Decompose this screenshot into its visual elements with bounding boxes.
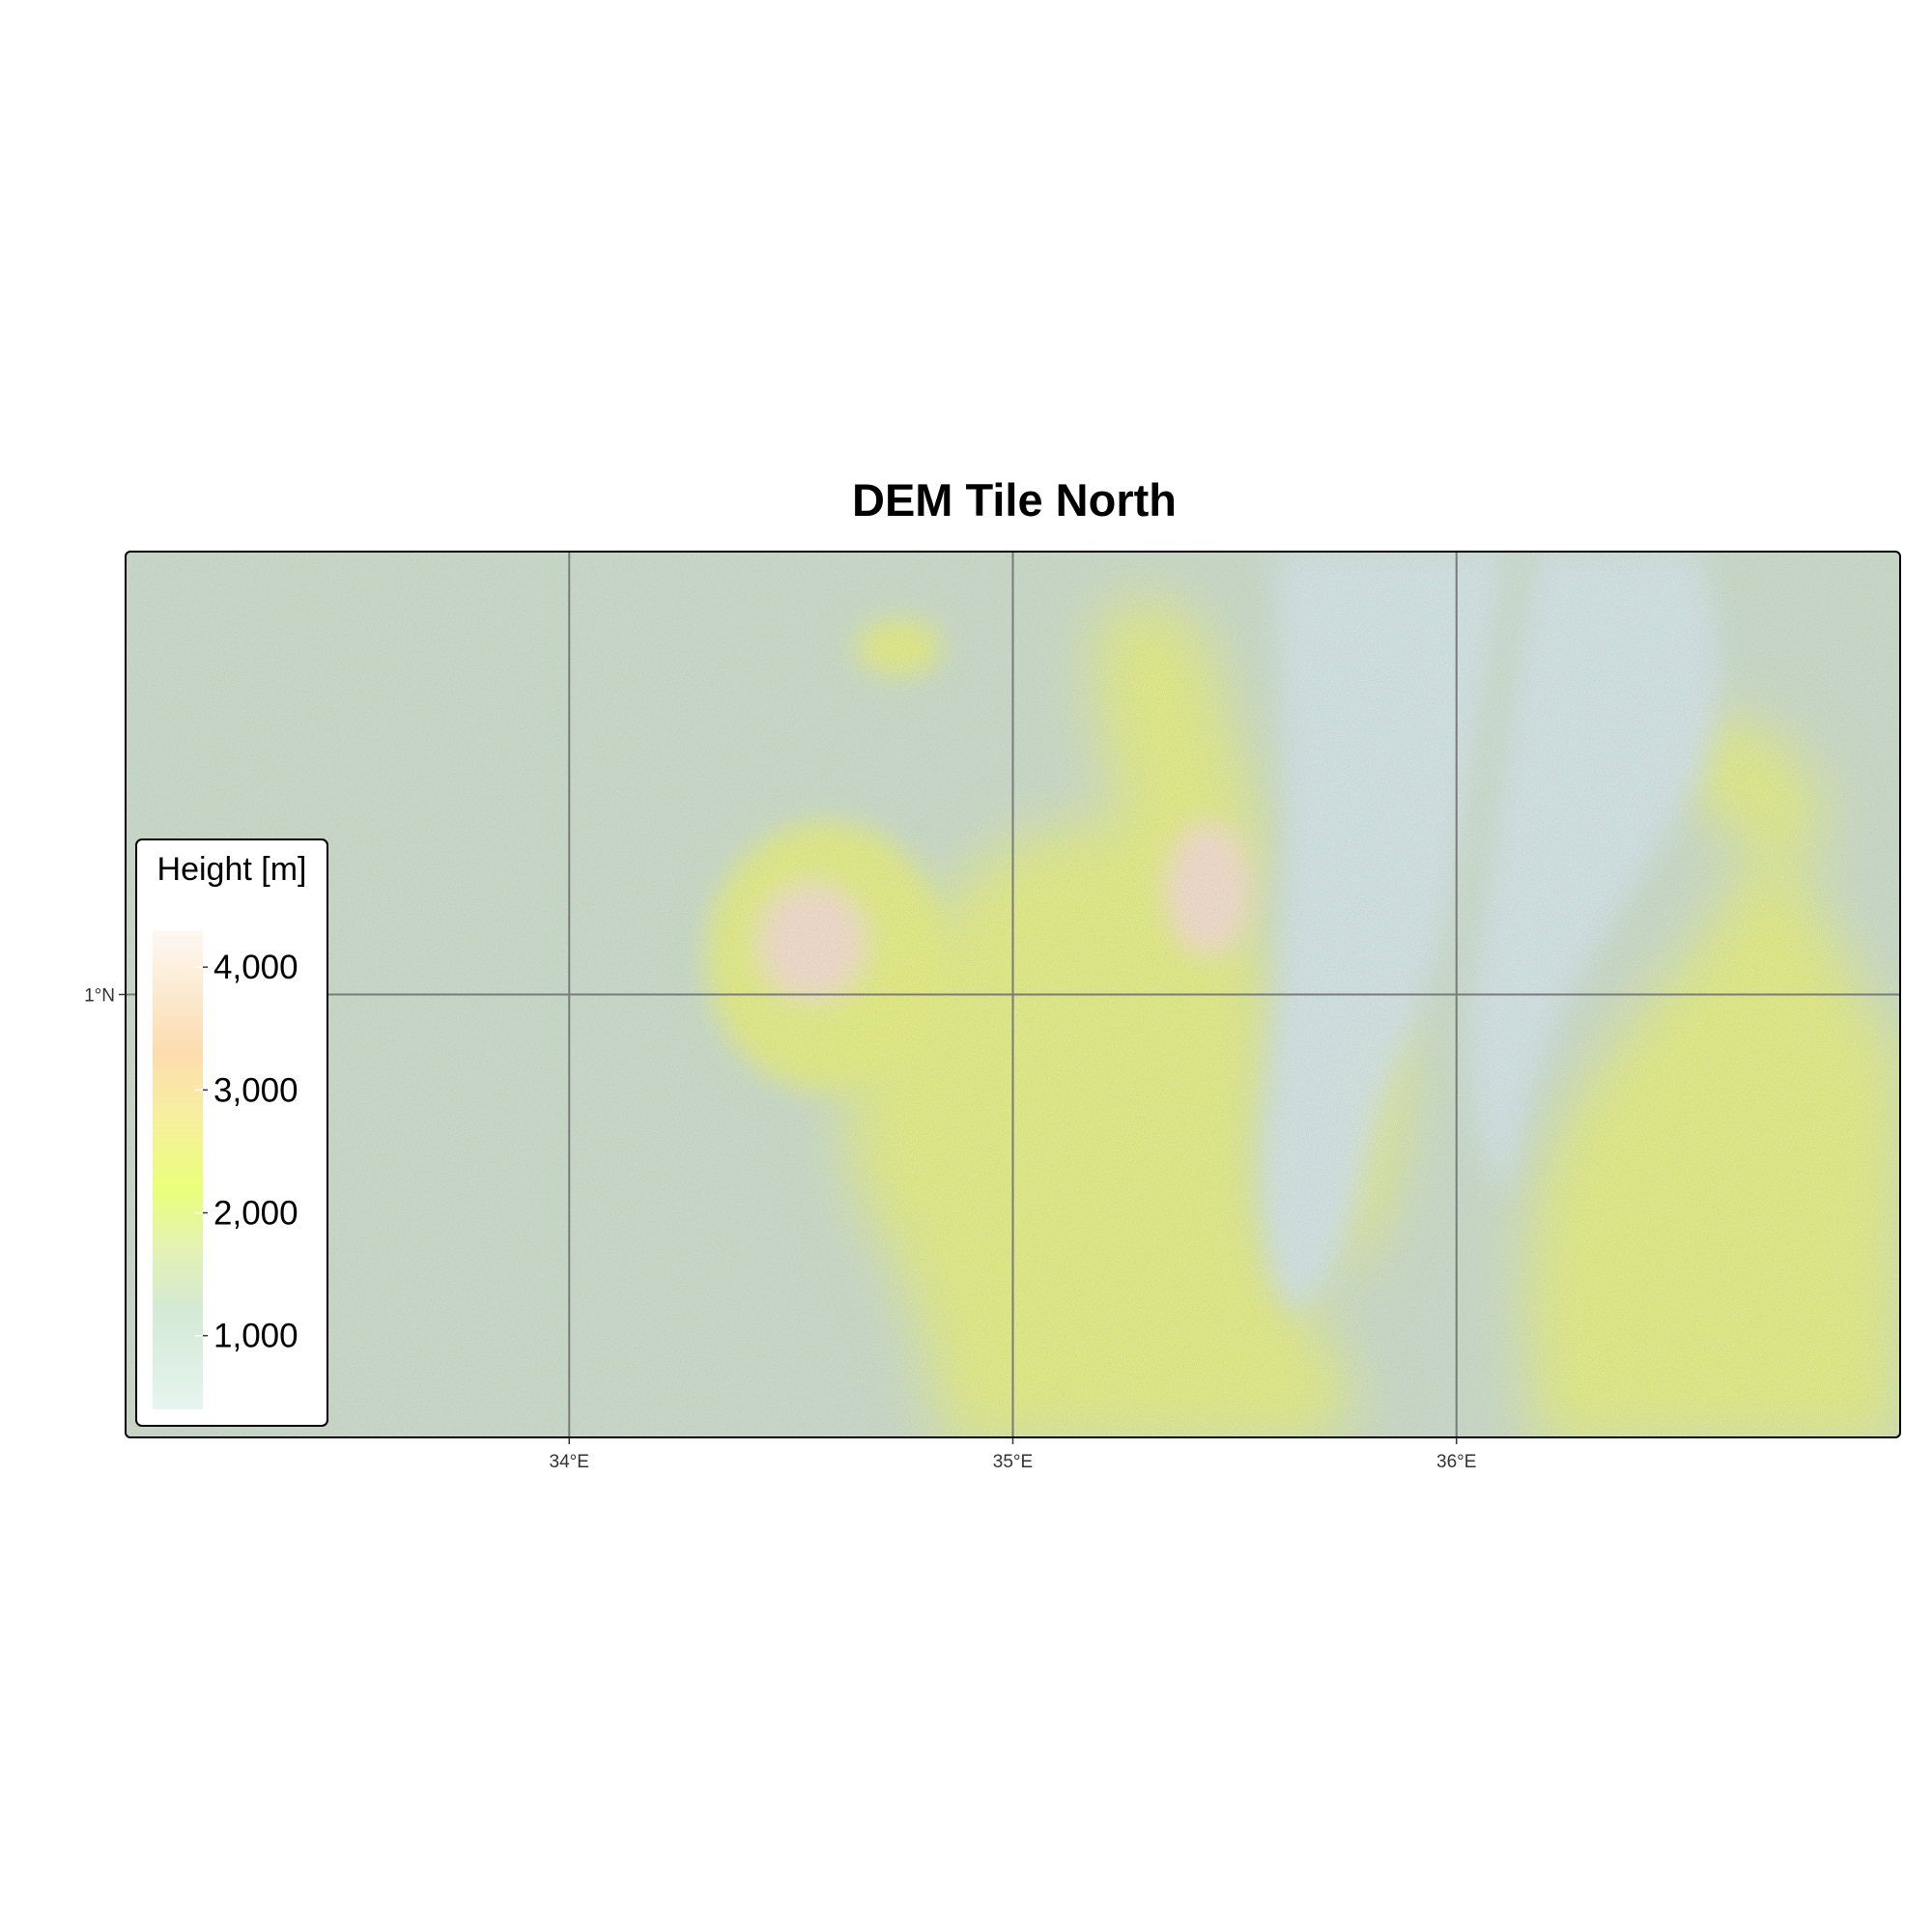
legend-tick-label: 1,000 <box>213 1318 298 1355</box>
legend-title: Height [m] <box>157 851 307 888</box>
dem-raster <box>126 552 1900 1437</box>
legend-tick-label: 3,000 <box>213 1071 298 1109</box>
x-axis: 34°E 35°E 36°E <box>550 1437 1476 1472</box>
legend: Height [m] 1,000 2,000 3,000 4,000 <box>135 838 328 1427</box>
x-tick-label: 35°E <box>993 1452 1033 1472</box>
x-tick-label: 34°E <box>550 1452 589 1472</box>
legend-tick-label: 2,000 <box>213 1195 298 1233</box>
graticule <box>126 552 1900 1437</box>
legend-ticks: 1,000 2,000 3,000 4,000 <box>195 949 298 1355</box>
legend-colorbar <box>153 930 203 1409</box>
y-axis: 1°N <box>84 986 126 1007</box>
x-tick-label: 36°E <box>1436 1452 1476 1472</box>
legend-tick-label: 4,000 <box>213 949 298 986</box>
map-title: DEM Tile North <box>852 474 1177 526</box>
y-tick-label: 1°N <box>84 986 115 1007</box>
